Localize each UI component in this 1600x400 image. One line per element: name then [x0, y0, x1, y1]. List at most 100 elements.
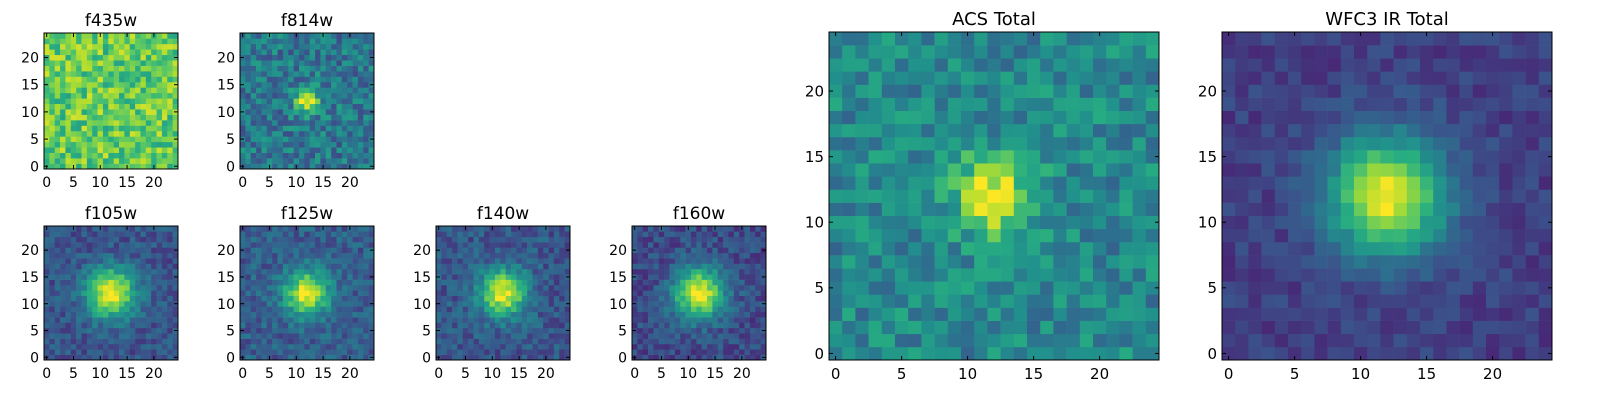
heatmap-cell [113, 295, 120, 302]
heatmap-cell [908, 202, 922, 216]
heatmap-cell [632, 349, 638, 355]
heatmap-cell [1288, 307, 1302, 321]
heatmap-cell [357, 87, 364, 94]
y-tick-label: 5 [618, 324, 627, 340]
heatmap-cell [559, 301, 565, 307]
heatmap-cell [256, 147, 262, 153]
heatmap-cell [70, 317, 77, 323]
heatmap-cell [749, 295, 756, 302]
heatmap-cell [947, 150, 962, 164]
heatmap-cell [49, 236, 56, 243]
heatmap-cell [266, 258, 273, 264]
heatmap-cell [49, 130, 56, 137]
heatmap-cell [532, 279, 539, 286]
heatmap-cell [934, 228, 949, 243]
heatmap-cell [288, 60, 294, 66]
heatmap-cell [315, 87, 321, 94]
heatmap-cell [325, 322, 332, 329]
heatmap-cell [829, 58, 843, 72]
heatmap-cell [1066, 228, 1081, 243]
heatmap-cell [489, 290, 496, 296]
heatmap-cell [363, 317, 369, 323]
heatmap-cell [1013, 32, 1028, 46]
heatmap-cell [347, 141, 353, 148]
heatmap-cell [60, 65, 66, 72]
heatmap-cell [829, 320, 843, 335]
heatmap-cell [881, 215, 896, 230]
heatmap-cell [895, 268, 909, 282]
heatmap-cell [749, 263, 756, 270]
heatmap-cell [352, 120, 359, 126]
heatmap-cell [60, 54, 66, 61]
heatmap-cell [60, 354, 66, 361]
heatmap-cell [446, 274, 453, 280]
heatmap-cell [1393, 307, 1408, 321]
heatmap-cell [473, 354, 480, 361]
heatmap-cell [961, 45, 975, 59]
heatmap-cell [76, 236, 82, 243]
heatmap-cell [723, 236, 729, 243]
heatmap-cell [1420, 176, 1434, 190]
heatmap-cell [315, 43, 321, 50]
heatmap-cell [511, 311, 517, 318]
heatmap-cell [129, 54, 136, 61]
heatmap-cell [341, 49, 348, 56]
heatmap-cell [167, 338, 173, 345]
heatmap-cell [664, 333, 670, 339]
heatmap-cell [151, 252, 157, 259]
heatmap-cell [240, 120, 246, 126]
heatmap-cell [347, 81, 353, 88]
heatmap-cell [81, 163, 88, 170]
heatmap-cell [1538, 215, 1553, 230]
heatmap-cell [855, 241, 869, 256]
heatmap-cell [92, 92, 98, 99]
heatmap-cell [320, 65, 327, 72]
heatmap-cell [1106, 123, 1120, 138]
heatmap-cell [245, 333, 252, 339]
heatmap-cell [140, 76, 147, 83]
heatmap-cell [49, 65, 56, 72]
heatmap-cell [325, 33, 332, 39]
heatmap-cell [124, 130, 131, 137]
heatmap-cell [701, 252, 708, 259]
heatmap-cell [1406, 346, 1421, 361]
heatmap-cell [86, 33, 93, 39]
heatmap-cell [478, 306, 485, 313]
heatmap-cell [701, 279, 708, 286]
x-tick-label: 20 [537, 366, 555, 382]
heatmap-cell [553, 306, 560, 313]
heatmap-cell [532, 354, 539, 361]
heatmap-cell [60, 71, 66, 77]
heatmap-cell [441, 236, 448, 243]
heatmap-cell [494, 274, 501, 280]
heatmap-cell [129, 103, 136, 110]
heatmap-cell [516, 279, 523, 286]
heatmap-cell [368, 236, 375, 243]
heatmap-cell [494, 247, 501, 254]
heatmap-cell [717, 274, 724, 280]
heatmap-cell [156, 327, 163, 334]
heatmap-cell [277, 103, 284, 110]
heatmap-cell [664, 290, 670, 296]
heatmap-cell [537, 231, 544, 238]
heatmap-cell [119, 43, 125, 50]
heatmap-cell [1367, 215, 1381, 230]
heatmap-cell [256, 274, 262, 280]
heatmap-cell [309, 130, 316, 137]
heatmap-cell [728, 236, 735, 243]
heatmap-cell [325, 295, 332, 302]
heatmap-cell [325, 136, 332, 143]
heatmap-cell [167, 158, 173, 164]
heatmap-cell [701, 333, 708, 339]
heatmap-cell [65, 295, 72, 302]
heatmap-cell [868, 294, 883, 308]
heatmap-cell [309, 306, 316, 313]
heatmap-cell [70, 349, 77, 355]
heatmap-cell [331, 322, 337, 329]
heatmap-cell [282, 158, 289, 164]
heatmap-cell [336, 130, 343, 137]
heatmap-cell [304, 290, 310, 296]
heatmap-cell [315, 141, 321, 148]
heatmap-cell [102, 87, 109, 94]
